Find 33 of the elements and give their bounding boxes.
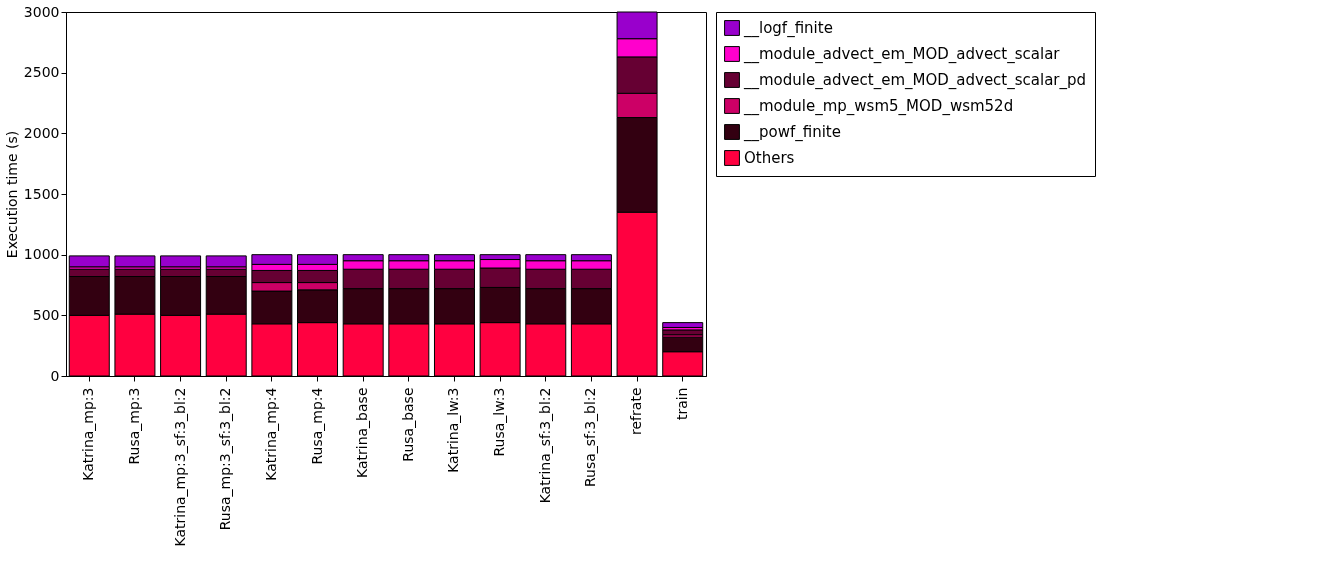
x-tick-label: Rusa_mp:3 bbox=[125, 387, 142, 465]
bar bbox=[662, 322, 704, 328]
legend-label: __module_advect_em_MOD_advect_scalar_pd bbox=[743, 71, 1087, 90]
x-tick-label: Rusa_base bbox=[399, 387, 416, 462]
x-tick-label: Katrina_mp:3_sf:3_bl:2 bbox=[171, 387, 188, 547]
y-tick-label: 500 bbox=[32, 306, 60, 323]
x-tick-label: Rusa_sf:3_bl:2 bbox=[582, 387, 599, 488]
x-tick-label: Katrina_sf:3_bl:2 bbox=[536, 387, 553, 504]
bar bbox=[160, 255, 202, 268]
bar bbox=[205, 255, 247, 268]
y-tick-label: 2000 bbox=[23, 124, 60, 141]
legend-label: __module_advect_em_MOD_advect_scalar bbox=[743, 45, 1061, 64]
x-tick-label: refrate bbox=[628, 387, 645, 435]
bar bbox=[68, 255, 110, 268]
x-tick-label: train bbox=[673, 387, 690, 421]
bar bbox=[114, 255, 156, 268]
y-tick-label: 1500 bbox=[23, 185, 60, 202]
x-tick-label: Rusa_mp:4 bbox=[308, 387, 325, 465]
y-tick-label: 1000 bbox=[23, 246, 60, 263]
legend-label: __powf_finite bbox=[743, 123, 841, 142]
y-tick-label: 2500 bbox=[23, 64, 60, 81]
x-tick-label: Rusa_lw:3 bbox=[491, 387, 508, 457]
x-tick-label: Katrina_mp:4 bbox=[262, 387, 279, 481]
x-tick-label: Katrina_mp:3 bbox=[80, 387, 97, 481]
legend-label: __module_mp_wsm5_MOD_wsm52d bbox=[743, 97, 1014, 116]
legend-label: Others bbox=[744, 149, 795, 167]
x-tick-label: Katrina_lw:3 bbox=[445, 387, 462, 473]
x-tick-label: Rusa_mp:3_sf:3_bl:2 bbox=[217, 387, 234, 531]
y-tick-label: 3000 bbox=[23, 3, 60, 20]
y-tick-label: 0 bbox=[50, 367, 60, 384]
legend-label: __logf_finite bbox=[743, 19, 833, 38]
y-axis-title: Execution time (s) bbox=[3, 130, 20, 259]
x-tick-label: Katrina_base bbox=[354, 387, 371, 478]
